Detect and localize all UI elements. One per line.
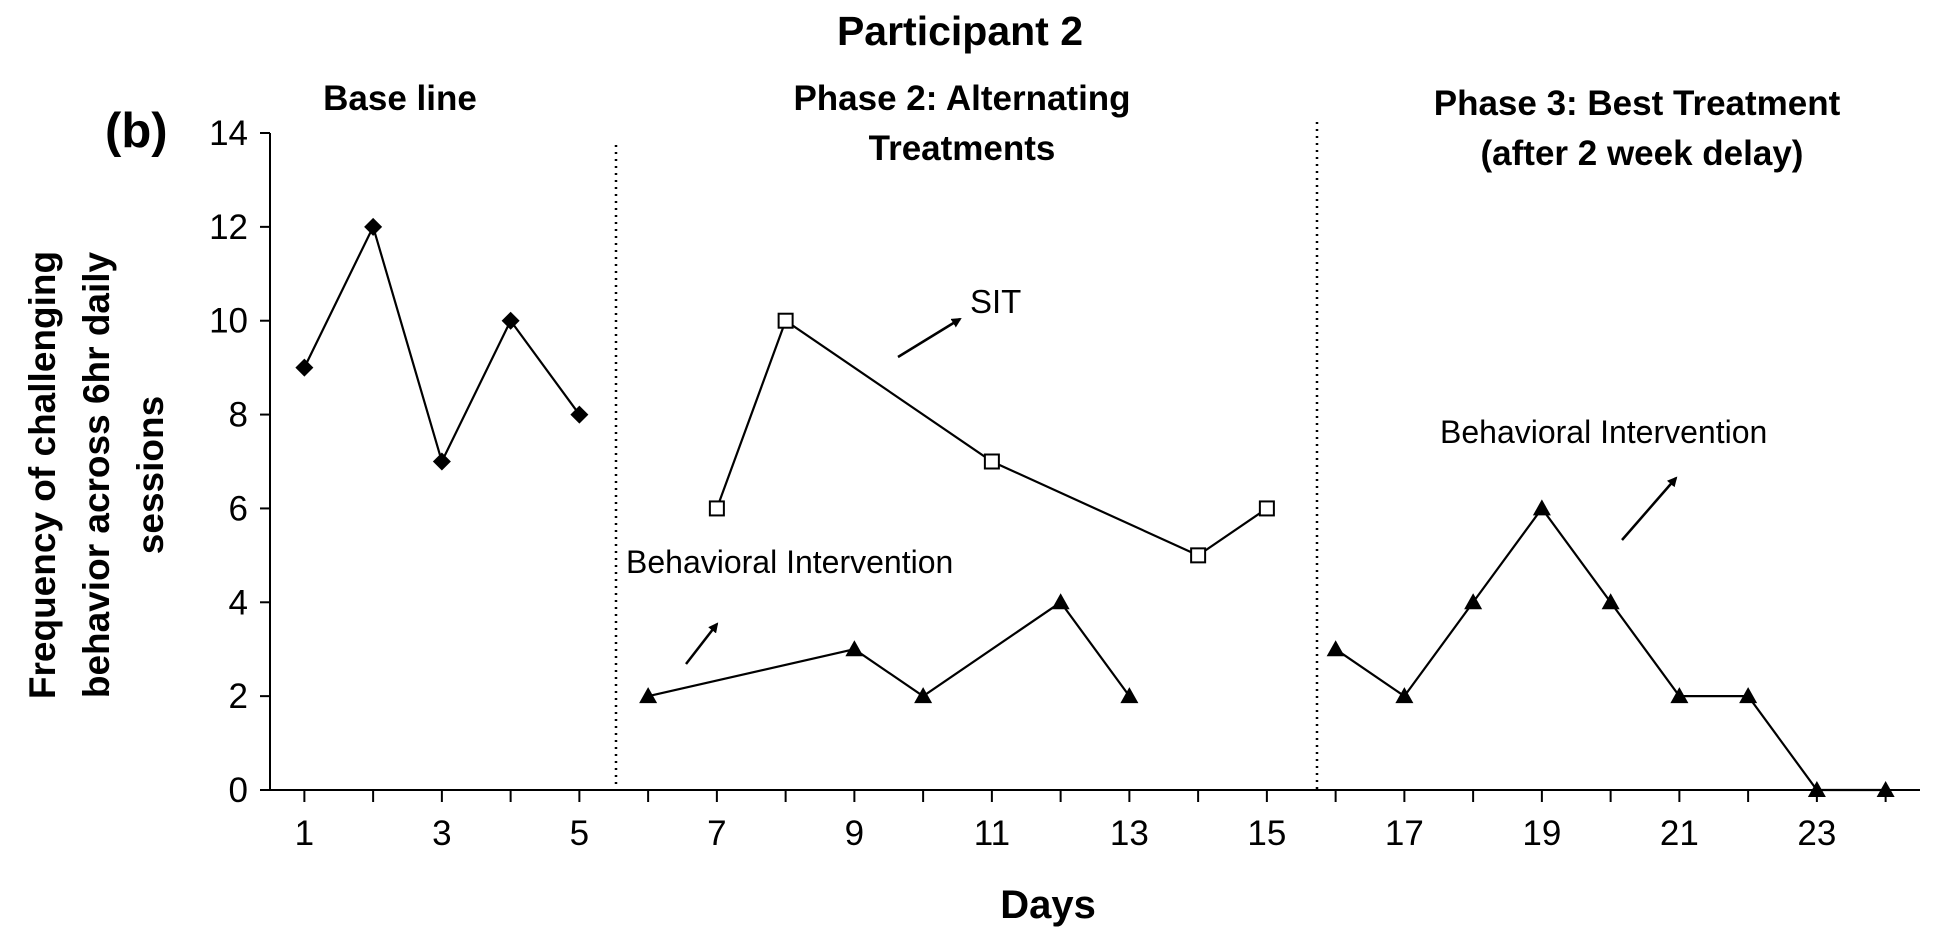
- series-layer: [295, 217, 1895, 797]
- diamond-marker: [364, 217, 383, 236]
- x-tick-label: 21: [1660, 814, 1699, 853]
- x-tick-label: 23: [1797, 814, 1836, 853]
- triangle-marker: [1532, 499, 1551, 516]
- series-3-line: [647, 600, 1131, 698]
- diamond-marker: [295, 358, 314, 377]
- triangle-marker: [1807, 781, 1826, 797]
- y-tick-label: 4: [229, 583, 248, 622]
- triangle-marker: [1876, 781, 1895, 797]
- triangle-marker: [845, 640, 864, 657]
- diamond-marker: [501, 311, 520, 330]
- x-tick-label: 15: [1247, 814, 1286, 853]
- x-axis-label: Days: [1000, 883, 1096, 927]
- y-tick-label: 10: [209, 302, 248, 341]
- y-tick-label: 8: [229, 396, 248, 435]
- triangle-marker: [914, 687, 933, 704]
- x-tick-label: 3: [432, 814, 451, 853]
- x-tick-label: 17: [1385, 814, 1424, 853]
- y-tick-label: 12: [209, 208, 248, 247]
- series-1-line: [303, 223, 581, 465]
- open-square-marker: [983, 453, 1000, 470]
- annotation-sit: SIT: [970, 283, 1021, 320]
- open-square-marker: [708, 500, 725, 517]
- open-square-marker: [777, 312, 794, 329]
- triangle-marker: [1464, 593, 1483, 610]
- triangle-marker: [1670, 687, 1689, 704]
- y-axis-label-line-3: sessions: [130, 396, 171, 554]
- phase-1-heading: Base line: [323, 79, 477, 118]
- phase-2-heading-line-2: Treatments: [869, 129, 1056, 168]
- y-axis-label-line-1: Frequency of challenging: [22, 251, 63, 699]
- triangle-marker: [1051, 593, 1070, 610]
- triangle-marker: [1601, 593, 1620, 610]
- open-square-marker: [1258, 500, 1275, 517]
- phase-3-heading-line-2: (after 2 week delay): [1481, 134, 1804, 173]
- x-tick-label: 11: [974, 814, 1010, 853]
- x-tick-label: 1: [295, 814, 314, 853]
- triangle-marker: [1739, 687, 1758, 704]
- diamond-marker: [570, 405, 589, 424]
- annotation-behavioral-intervention-phase-3: Behavioral Intervention: [1440, 414, 1767, 450]
- open-square-marker: [1190, 547, 1207, 564]
- y-axis-label-line-2: behavior across 6hr daily: [76, 251, 117, 698]
- y-tick-label: 6: [229, 489, 248, 528]
- phase-2-heading-line-1: Phase 2: Alternating: [793, 79, 1130, 118]
- series-2-line: [715, 319, 1268, 557]
- triangle-marker: [639, 687, 658, 704]
- phase-3-heading-line-1: Phase 3: Best Treatment: [1434, 84, 1841, 123]
- x-tick-label: 9: [845, 814, 864, 853]
- x-tick-label: 19: [1522, 814, 1561, 853]
- x-tick-label: 7: [707, 814, 726, 853]
- y-tick-label: 2: [229, 677, 248, 716]
- annotation-behavioral-intervention-phase-2-arrow: [685, 622, 719, 665]
- annotation-behavioral-intervention-phase-2: Behavioral Intervention: [626, 544, 953, 580]
- x-tick-label: 13: [1110, 814, 1149, 853]
- y-tick-label: 14: [209, 114, 248, 153]
- triangle-marker: [1326, 640, 1345, 657]
- triangle-marker: [1120, 687, 1139, 704]
- diamond-marker: [432, 452, 451, 471]
- series-4-line: [1335, 506, 1886, 792]
- x-tick-label: 5: [570, 814, 589, 853]
- panel-label: (b): [105, 104, 168, 158]
- annotation-sit-arrow: [897, 317, 962, 359]
- chart-title: Participant 2: [837, 8, 1083, 54]
- y-tick-label: 0: [229, 771, 248, 810]
- triangle-marker: [1395, 687, 1414, 704]
- annotation-behavioral-intervention-phase-3-arrow: [1621, 476, 1678, 541]
